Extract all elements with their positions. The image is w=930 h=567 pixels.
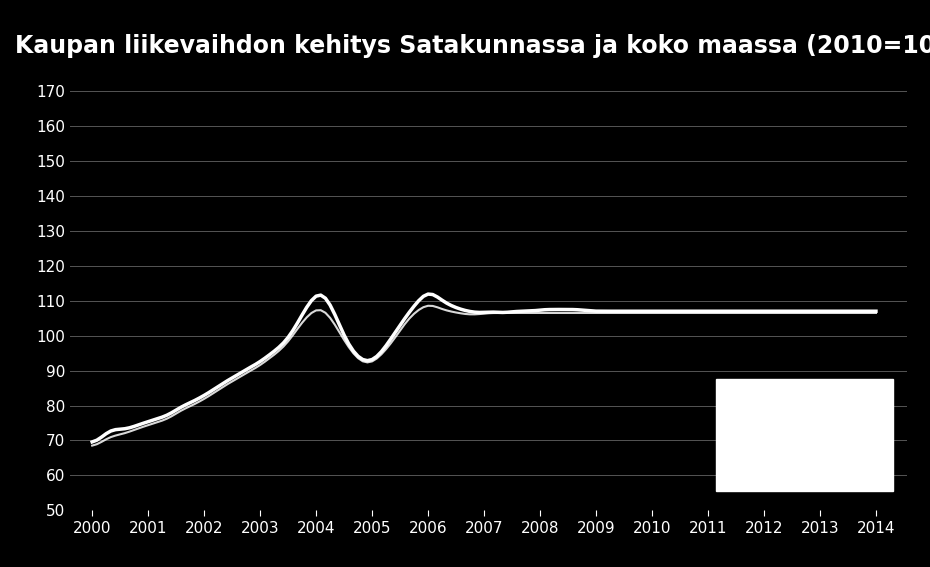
Title: Kaupan liikevaihdon kehitys Satakunnassa ja koko maassa (2010=100): Kaupan liikevaihdon kehitys Satakunnassa… (15, 34, 930, 58)
FancyBboxPatch shape (716, 379, 893, 491)
